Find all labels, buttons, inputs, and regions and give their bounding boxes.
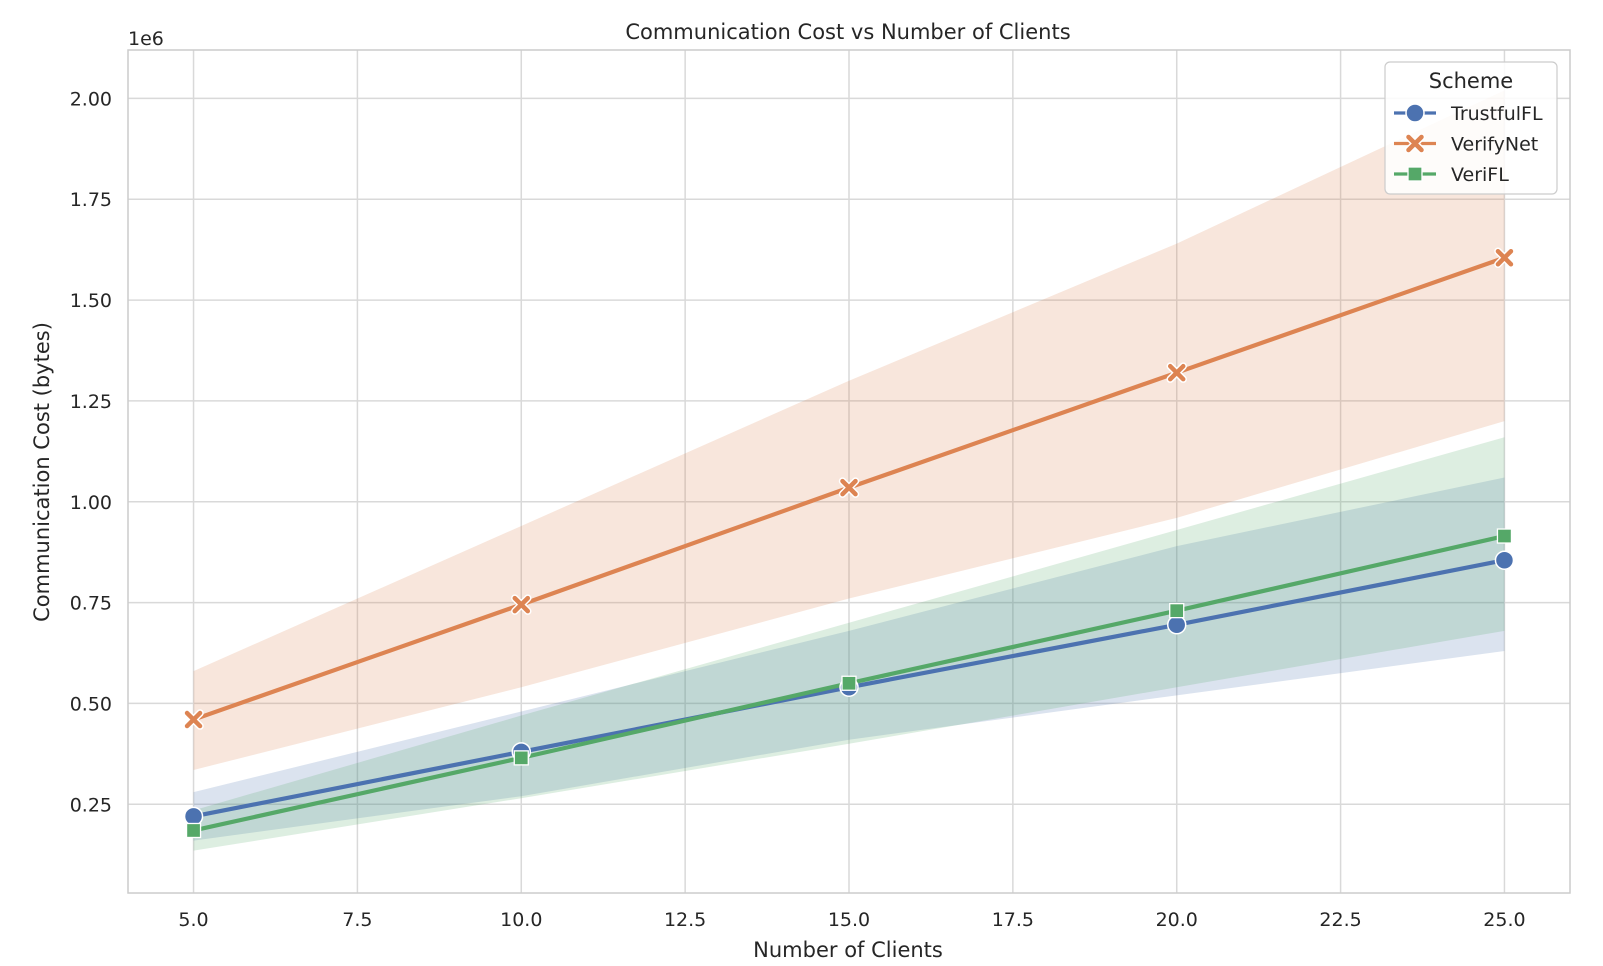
data-point-trustfulfl [183, 806, 204, 827]
data-point-verifl [185, 822, 202, 839]
y-tick-label: 0.75 [70, 593, 112, 615]
x-tick-label: 15.0 [828, 909, 870, 931]
y-tick-label: 1.00 [70, 492, 112, 514]
x-marker-cross [1495, 248, 1514, 267]
data-point-verifl [513, 750, 529, 766]
y-offset-label: 1e6 [128, 28, 164, 50]
data-point-verifynet [511, 594, 532, 615]
x-tick-label: 10.0 [500, 909, 542, 931]
legend-marker [1407, 166, 1423, 182]
data-point-verifynet [1166, 362, 1187, 383]
legend-title: Scheme [1429, 69, 1513, 93]
series-markers [183, 247, 1515, 839]
y-tick-label: 1.50 [70, 290, 112, 312]
tick-labels: 5.0 7.5 10.0 12.5 15.0 17.5 20.0 22.5 25.0 0.25 0.… [70, 88, 1526, 931]
legend-label: TrustfulFL [1450, 103, 1543, 125]
x-tick-label: 5.0 [178, 909, 208, 931]
data-point-trustfulfl [1166, 615, 1187, 635]
x-tick-label: 12.5 [664, 909, 706, 931]
data-point-verifl [1496, 528, 1513, 544]
plot-frame [127, 49, 1571, 894]
data-point-verifynet [838, 477, 860, 498]
data-point-trustfulfl [1494, 550, 1515, 570]
legend-item-verifl: VeriFL [1394, 164, 1509, 186]
y-axis-title: Communication Cost (bytes) [30, 322, 54, 622]
legend: Scheme TrustfulFL VerifyNet VeriFL [1384, 61, 1558, 195]
data-point-verifl [1169, 603, 1185, 619]
data-point-verifynet [183, 709, 204, 730]
x-tick-label: 20.0 [1156, 909, 1198, 931]
legend-marker [1405, 103, 1425, 123]
x-tick-label: 25.0 [1483, 909, 1525, 931]
legend-marker [1404, 133, 1426, 154]
x-marker-cross [1406, 134, 1424, 153]
x-tick-label: 22.5 [1319, 909, 1361, 931]
data-point-verifl [841, 675, 857, 691]
y-tick-label: 1.75 [70, 189, 112, 211]
x-marker-cross [512, 595, 531, 614]
x-tick-label: 7.5 [342, 909, 372, 931]
y-tick-label: 0.50 [70, 693, 112, 715]
chart-title: Communication Cost vs Number of Clients [625, 20, 1070, 44]
y-tick-label: 1.25 [70, 391, 112, 413]
x-marker-cross [840, 478, 858, 497]
x-tick-label: 17.5 [992, 909, 1034, 931]
legend-box [1384, 61, 1558, 195]
legend-item-verifynet: VerifyNet [1394, 133, 1538, 156]
legend-item-trustfulfl: TrustfulFL [1394, 103, 1543, 125]
y-tick-label: 2.00 [70, 88, 112, 110]
x-marker-cross [184, 710, 203, 729]
x-axis-title: Number of Clients [753, 938, 943, 962]
legend-label: VeriFL [1451, 164, 1509, 186]
y-tick-label: 0.25 [70, 794, 112, 816]
data-point-verifynet [1494, 247, 1515, 268]
legend-label: VerifyNet [1451, 134, 1538, 156]
x-marker-cross [1167, 363, 1186, 382]
